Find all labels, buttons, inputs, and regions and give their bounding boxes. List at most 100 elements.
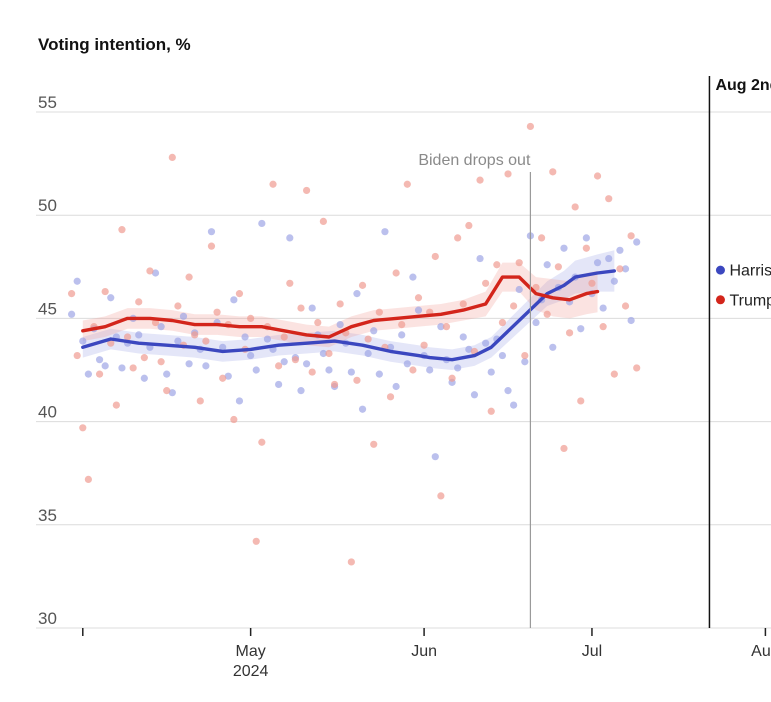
harris-poll-dot: [487, 368, 495, 376]
trump-poll-dot: [414, 294, 423, 302]
harris-poll-dot: [621, 265, 630, 273]
confidence-bands: [82, 250, 615, 370]
harris-poll-dot: [247, 351, 255, 360]
trump-poll-dot: [196, 397, 204, 405]
harris-poll-dot: [392, 382, 400, 391]
trump-poll-dot: [605, 195, 613, 203]
trump-poll-dot: [174, 302, 182, 310]
harris-poll-dot: [375, 370, 383, 378]
trump-poll-dot: [286, 279, 294, 287]
end-labels: Harris 47 Trump 46: [715, 263, 771, 309]
y-tick-label: 55: [38, 93, 57, 112]
trump-poll-dot: [230, 415, 238, 424]
trump-poll-dot: [493, 261, 501, 269]
trump-poll-dot: [454, 234, 462, 242]
trump-poll-dot: [577, 397, 585, 405]
trump-poll-dot: [353, 376, 361, 384]
annotations: Aug 2nd Biden drops out: [418, 76, 771, 628]
harris-poll-dot: [605, 254, 613, 263]
harris-poll-dot: [610, 277, 618, 285]
trump-poll-dot: [521, 351, 529, 360]
harris-poll-dot: [67, 310, 76, 318]
harris-poll-dot: [633, 238, 641, 246]
trump-poll-dot: [168, 153, 176, 162]
trump-poll-dot: [347, 558, 355, 566]
harris-poll-dot: [185, 360, 193, 368]
trump-poll-dot: [275, 362, 283, 370]
x-tick-sublabel: 2024: [233, 663, 269, 680]
trump-poll-dot: [616, 265, 624, 273]
trump-poll-dot: [375, 308, 383, 316]
harris-poll-dot: [157, 323, 165, 331]
y-axis-ticks: 30 35 40 45 50 55: [38, 93, 57, 628]
trump-poll-dot: [358, 281, 367, 289]
trump-poll-dot: [95, 370, 104, 378]
harris-poll-dot: [403, 360, 411, 368]
harris-poll-dot: [135, 331, 143, 339]
harris-poll-dot: [275, 380, 283, 389]
trump-poll-dot: [157, 358, 165, 366]
chart-title: Voting intention, %: [38, 35, 191, 54]
y-tick-label: 50: [38, 196, 57, 215]
harris-poll-dot: [107, 294, 115, 302]
trump-poll-dot: [420, 341, 428, 349]
trump-poll-dot: [330, 380, 339, 389]
harris-poll-dot: [498, 351, 507, 360]
harris-poll-dot: [476, 254, 484, 263]
trump-poll-dot: [621, 302, 630, 310]
harris-poll-dot: [174, 337, 182, 345]
harris-poll-dot: [224, 372, 232, 380]
trump-poll-dot: [67, 290, 76, 298]
trump-poll-dot: [537, 234, 546, 242]
trump-poll-dot: [235, 290, 244, 298]
trump-poll-dot: [79, 424, 87, 432]
trump-poll-dot: [219, 374, 227, 382]
harris-poll-dot: [252, 366, 260, 374]
harris-legend-dot: [715, 265, 725, 275]
trump-poll-dot: [431, 252, 439, 261]
y-tick-label: 40: [38, 403, 57, 422]
trump-poll-dot: [409, 366, 417, 374]
trump-poll-dot: [504, 170, 512, 178]
trump-poll-dot: [549, 168, 557, 176]
trump-poll-dot: [459, 300, 467, 308]
harris-poll-dot: [521, 358, 529, 366]
trump-poll-dot: [191, 331, 199, 339]
trump-poll-dot: [207, 242, 216, 250]
harris-poll-dot: [532, 318, 540, 327]
trump-poll-dot: [280, 333, 288, 341]
harris-poll-dot: [470, 391, 479, 399]
harris-poll-dot: [386, 343, 395, 351]
harris-poll-dot: [235, 397, 244, 405]
trump-poll-dot: [482, 279, 490, 287]
harris-poll-dot: [258, 219, 266, 228]
trump-poll-dot: [515, 259, 523, 267]
trump-poll-dot: [554, 263, 562, 271]
trump-poll-dot: [146, 267, 154, 275]
trump-poll-dot: [465, 221, 473, 230]
trump-poll-dot: [386, 393, 395, 401]
trump-poll-dot: [73, 351, 81, 360]
trump-poll-dot: [571, 203, 579, 211]
harris-trend-line: [81, 269, 616, 362]
harris-poll-dot: [101, 362, 109, 370]
harris-poll-dot: [302, 360, 311, 368]
harris-poll-dot: [414, 306, 423, 314]
harris-poll-dot: [510, 401, 518, 409]
harris-poll-dot: [79, 337, 87, 345]
harris-poll-dot: [593, 259, 602, 267]
trend-lines: [81, 269, 616, 362]
trump-poll-dot: [476, 176, 484, 184]
harris-poll-dot: [151, 269, 160, 277]
harris-poll-dot: [219, 343, 227, 351]
trump-poll-dot: [510, 302, 518, 310]
harris-poll-dot: [241, 333, 249, 341]
trump-poll-dot: [599, 323, 607, 331]
trump-poll-dot: [84, 475, 92, 483]
harris-end-label: Harris 47: [729, 263, 771, 280]
harris-poll-dot: [616, 246, 624, 254]
harris-poll-dot: [179, 312, 188, 320]
trump-poll-dot: [593, 172, 602, 180]
trump-poll-dot: [442, 323, 451, 331]
harris-poll-dot: [73, 277, 81, 285]
